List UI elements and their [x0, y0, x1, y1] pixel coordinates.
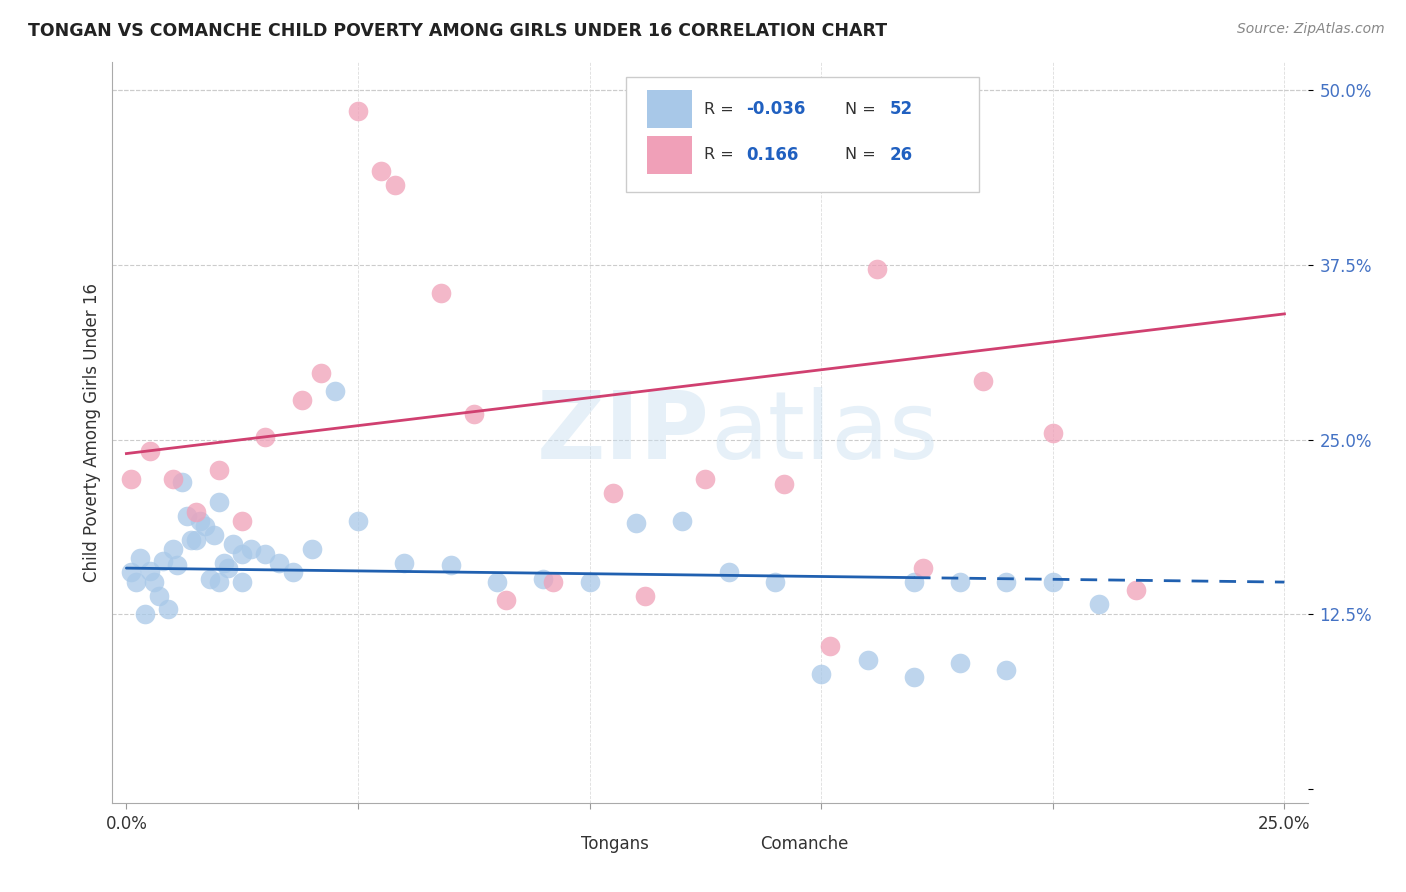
Point	[763, 575, 786, 590]
Point	[240, 541, 263, 556]
Point	[120, 566, 142, 580]
Point	[212, 556, 235, 570]
Point	[194, 519, 217, 533]
Point	[134, 607, 156, 622]
Point	[198, 572, 221, 586]
Point	[485, 575, 508, 590]
Text: Tongans: Tongans	[581, 835, 648, 853]
Point	[291, 393, 314, 408]
Text: Comanche: Comanche	[761, 835, 849, 853]
Point	[166, 558, 188, 573]
Point	[912, 561, 935, 575]
Point	[1088, 598, 1111, 612]
Point	[309, 366, 332, 380]
Point	[231, 514, 253, 528]
Point	[949, 575, 972, 590]
Point	[463, 408, 485, 422]
Text: atlas: atlas	[710, 386, 938, 479]
FancyBboxPatch shape	[537, 830, 572, 857]
Text: N =: N =	[845, 147, 882, 162]
Text: N =: N =	[845, 102, 882, 117]
Point	[820, 640, 842, 654]
Point	[394, 556, 416, 570]
Text: -0.036: -0.036	[747, 100, 806, 118]
Point	[949, 656, 972, 670]
Point	[202, 527, 225, 541]
Point	[995, 575, 1018, 590]
Text: ZIP: ZIP	[537, 386, 710, 479]
Point	[138, 443, 160, 458]
Text: 0.166: 0.166	[747, 146, 799, 164]
Text: R =: R =	[704, 147, 740, 162]
Point	[634, 589, 657, 603]
Point	[370, 164, 392, 178]
Point	[217, 561, 239, 575]
Point	[170, 475, 193, 489]
Point	[440, 558, 463, 573]
Point	[430, 285, 453, 300]
Point	[301, 541, 323, 556]
FancyBboxPatch shape	[716, 830, 752, 857]
Point	[995, 663, 1018, 677]
Point	[695, 472, 717, 486]
Point	[129, 551, 152, 566]
Point	[208, 575, 231, 590]
Point	[531, 572, 554, 586]
Point	[124, 575, 146, 590]
Point	[184, 505, 207, 519]
Point	[184, 533, 207, 548]
Text: R =: R =	[704, 102, 740, 117]
Point	[148, 589, 170, 603]
FancyBboxPatch shape	[647, 136, 692, 174]
Point	[176, 509, 198, 524]
Y-axis label: Child Poverty Among Girls Under 16: Child Poverty Among Girls Under 16	[83, 283, 101, 582]
Point	[717, 566, 740, 580]
Point	[323, 384, 346, 398]
Point	[157, 601, 180, 615]
Point	[152, 554, 174, 568]
Point	[254, 430, 277, 444]
Text: 26: 26	[890, 146, 912, 164]
Point	[162, 541, 184, 556]
Point	[866, 262, 889, 277]
Point	[810, 667, 832, 681]
Text: 52: 52	[890, 100, 912, 118]
Point	[578, 575, 600, 590]
Point	[162, 472, 184, 486]
Point	[138, 564, 160, 578]
Point	[254, 547, 277, 561]
Point	[347, 514, 370, 528]
FancyBboxPatch shape	[647, 90, 692, 128]
Point	[347, 104, 370, 119]
Point	[190, 514, 212, 528]
Point	[602, 485, 624, 500]
Point	[208, 495, 231, 509]
Point	[495, 593, 517, 607]
Point	[903, 670, 925, 684]
Point	[1042, 575, 1064, 590]
Point	[120, 472, 142, 486]
Point	[541, 575, 564, 590]
Point	[180, 533, 202, 548]
Point	[856, 653, 879, 667]
Point	[384, 178, 406, 193]
Point	[143, 575, 166, 590]
Point	[972, 374, 994, 388]
Point	[624, 516, 647, 531]
Point	[269, 556, 291, 570]
Point	[208, 463, 231, 477]
Point	[231, 575, 253, 590]
Point	[281, 566, 304, 580]
Point	[1042, 425, 1064, 440]
Point	[671, 514, 693, 528]
Point	[1125, 583, 1147, 598]
Text: TONGAN VS COMANCHE CHILD POVERTY AMONG GIRLS UNDER 16 CORRELATION CHART: TONGAN VS COMANCHE CHILD POVERTY AMONG G…	[28, 22, 887, 40]
FancyBboxPatch shape	[627, 78, 979, 192]
Point	[231, 547, 253, 561]
Text: Source: ZipAtlas.com: Source: ZipAtlas.com	[1237, 22, 1385, 37]
Point	[222, 537, 245, 551]
Point	[903, 575, 925, 590]
Point	[773, 477, 796, 491]
